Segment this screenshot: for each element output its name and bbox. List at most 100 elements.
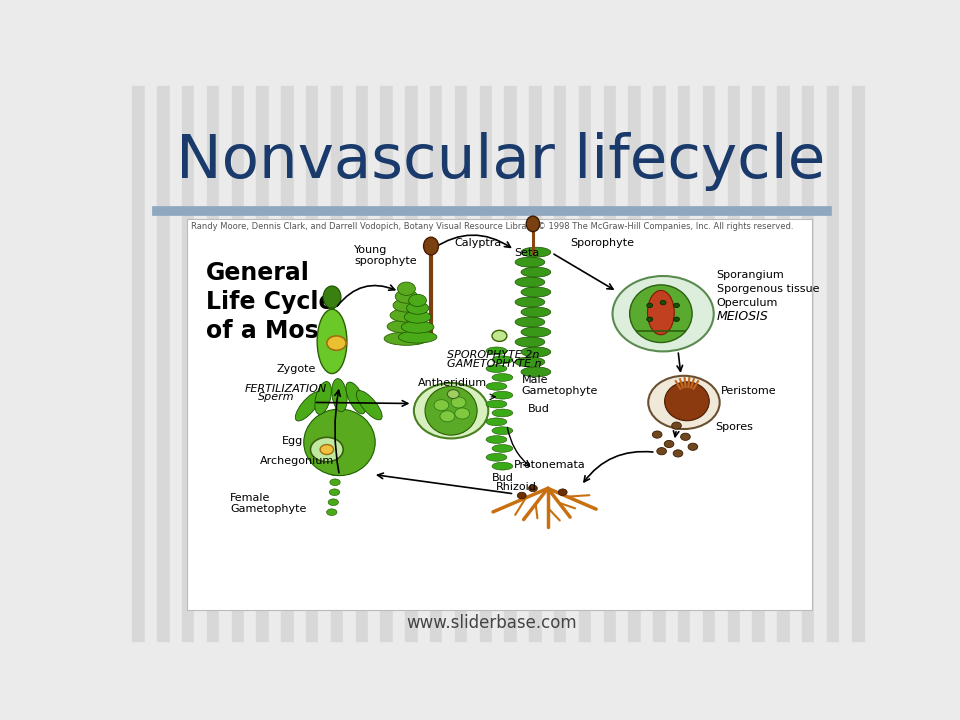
Ellipse shape [397, 282, 416, 295]
Ellipse shape [492, 427, 513, 435]
Ellipse shape [486, 382, 507, 390]
Text: MEIOSIS: MEIOSIS [717, 310, 768, 323]
Circle shape [558, 489, 567, 495]
Ellipse shape [521, 307, 551, 317]
Text: Operculum: Operculum [717, 297, 778, 307]
Circle shape [447, 390, 459, 399]
Ellipse shape [315, 382, 331, 415]
Text: Female
Gametophyte: Female Gametophyte [230, 492, 306, 514]
Bar [529, 86, 541, 641]
Circle shape [451, 397, 466, 408]
Bar [355, 86, 368, 641]
Text: Peristome: Peristome [721, 387, 777, 396]
Ellipse shape [516, 297, 545, 307]
Bar [678, 86, 690, 641]
Ellipse shape [423, 237, 439, 255]
Ellipse shape [486, 347, 507, 355]
Ellipse shape [521, 367, 551, 377]
Circle shape [681, 433, 690, 441]
Text: Randy Moore, Dennis Clark, and Darrell Vodopich, Botany Visual Resource Library : Randy Moore, Dennis Clark, and Darrell V… [191, 222, 793, 230]
Text: Egg: Egg [282, 436, 303, 446]
Bar [765, 86, 778, 641]
Text: Calyptra: Calyptra [455, 238, 502, 248]
Ellipse shape [492, 444, 513, 452]
Ellipse shape [401, 321, 434, 333]
Ellipse shape [328, 499, 339, 505]
Bar [244, 86, 256, 641]
Bar [604, 86, 616, 641]
Text: Sporangium: Sporangium [717, 270, 784, 280]
Bar [281, 86, 294, 641]
Ellipse shape [492, 409, 513, 417]
Circle shape [320, 444, 333, 454]
Ellipse shape [492, 374, 513, 382]
Circle shape [657, 448, 666, 455]
Bar [753, 86, 765, 641]
Circle shape [664, 441, 674, 448]
Text: Sperm: Sperm [257, 392, 295, 402]
Ellipse shape [521, 267, 551, 277]
Ellipse shape [328, 459, 339, 466]
Ellipse shape [486, 365, 507, 372]
Text: General
Life Cycle
of a Moss: General Life Cycle of a Moss [205, 261, 334, 343]
Bar [827, 86, 839, 641]
Text: Antheridium: Antheridium [418, 378, 487, 388]
Bar [665, 86, 678, 641]
Bar [194, 86, 206, 641]
Text: www.sliderbase.com: www.sliderbase.com [407, 614, 577, 632]
Circle shape [440, 410, 455, 422]
Ellipse shape [486, 400, 507, 408]
Bar [405, 86, 418, 641]
Bar [269, 86, 281, 641]
Ellipse shape [486, 454, 507, 462]
Bar [145, 86, 157, 641]
Bar [219, 86, 231, 641]
Bar [120, 86, 132, 641]
Circle shape [326, 336, 347, 351]
Bar [740, 86, 753, 641]
Bar [393, 86, 405, 641]
Ellipse shape [296, 392, 321, 421]
Circle shape [647, 303, 653, 307]
Bar [715, 86, 728, 641]
Ellipse shape [326, 509, 337, 516]
Ellipse shape [526, 216, 540, 232]
Ellipse shape [492, 462, 513, 470]
Circle shape [414, 383, 489, 438]
Text: Bud: Bud [492, 473, 514, 483]
Text: Male
Gametophyte: Male Gametophyte [522, 375, 598, 397]
Ellipse shape [356, 390, 382, 420]
Circle shape [673, 450, 683, 457]
Text: GAMETOPHYTE n: GAMETOPHYTE n [447, 359, 541, 369]
Ellipse shape [404, 311, 431, 323]
Circle shape [434, 400, 449, 410]
Ellipse shape [521, 247, 551, 257]
Ellipse shape [346, 382, 366, 414]
Bar [504, 86, 516, 641]
Text: Archegonium: Archegonium [260, 456, 334, 466]
Bar [418, 86, 430, 641]
Bar [157, 86, 170, 641]
Ellipse shape [521, 347, 551, 357]
Ellipse shape [398, 331, 437, 343]
Text: Protonemata: Protonemata [515, 459, 586, 469]
Ellipse shape [324, 286, 341, 308]
Bar [368, 86, 380, 641]
Bar [132, 86, 145, 641]
Ellipse shape [390, 309, 422, 322]
Circle shape [674, 303, 680, 307]
Text: Spores: Spores [715, 423, 753, 432]
Text: Bud: Bud [528, 404, 549, 414]
Bar [616, 86, 629, 641]
Bar [206, 86, 219, 641]
Circle shape [612, 276, 713, 351]
Ellipse shape [492, 391, 513, 399]
Bar [554, 86, 566, 641]
Bar [256, 86, 269, 641]
Bar [579, 86, 591, 641]
Ellipse shape [647, 290, 674, 335]
Ellipse shape [387, 320, 426, 333]
Bar [231, 86, 244, 641]
Bar [591, 86, 604, 641]
Ellipse shape [409, 294, 426, 307]
